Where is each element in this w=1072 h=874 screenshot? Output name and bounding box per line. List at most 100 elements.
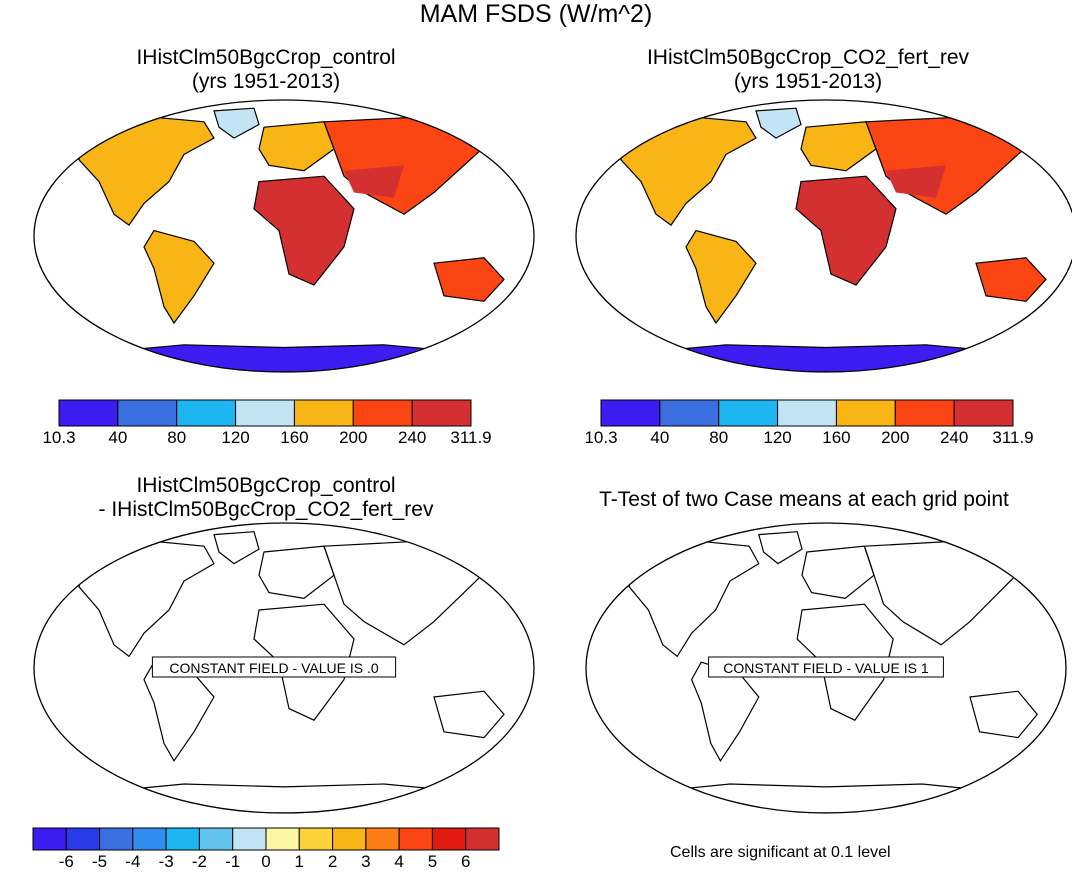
- panel-1-title: IHistClm50BgcCrop_control (yrs 1951-2013…: [36, 46, 496, 94]
- continent-antarctica: [91, 344, 477, 372]
- continent-europe: [800, 121, 877, 172]
- colorbar-tick-label: -6: [58, 852, 74, 871]
- continent-australia: [969, 690, 1038, 739]
- colorbar-tick-label: -1: [225, 852, 241, 871]
- colorbar-swatch: [659, 399, 720, 427]
- colorbar-tick-label: 80: [167, 428, 187, 447]
- colorbar-swatch: [65, 827, 101, 851]
- colorbar-panel-1: [58, 399, 472, 427]
- colorbar-swatch: [117, 399, 178, 427]
- colorbar-tick-label: 40: [650, 428, 670, 447]
- continent-greenland: [758, 531, 803, 565]
- colorbar-tick-label: -5: [92, 852, 108, 871]
- colorbar-swatch: [411, 399, 472, 427]
- colorbar-panel-1-labels: 10.3 40 80 120 160 200 240 311.9: [42, 428, 491, 450]
- colorbar-tick-label: 200: [339, 428, 368, 447]
- colorbar-tick-label: 0: [261, 852, 271, 871]
- colorbar-tick-label: 200: [881, 428, 910, 447]
- colorbar-tick-label: 1: [294, 852, 305, 871]
- warm-zone: [811, 187, 886, 236]
- constant-field-box: [151, 656, 397, 678]
- colorbar-swatch: [465, 827, 500, 851]
- continent-asia: [865, 115, 1038, 215]
- continent-northAmerica: [628, 539, 760, 658]
- colorbar-panel-2: [600, 399, 1014, 427]
- colorbar-tick-label: 10.3: [584, 428, 618, 447]
- constant-field-label: CONSTANT FIELD - VALUE IS .0: [169, 660, 378, 676]
- continent-asia: [863, 539, 1029, 646]
- panel-1-title-line2: (yrs 1951-2013): [191, 70, 341, 93]
- continent-antarctica: [91, 783, 477, 813]
- continent-southAmerica: [143, 661, 215, 762]
- panel-4-title-line1: T-Test of two Case means at each grid po…: [599, 488, 1009, 511]
- colorbar-swatch: [894, 399, 955, 427]
- colorbar-swatch: [165, 827, 200, 851]
- colorbar-tick-label: 6: [460, 852, 471, 871]
- colorbar-tick-label: 311.9: [450, 428, 492, 447]
- continent-southAmerica: [690, 661, 760, 762]
- continent-greenland: [213, 531, 260, 565]
- colorbar-swatch: [298, 827, 334, 851]
- continent-australia: [975, 257, 1047, 302]
- colorbar-difference-labels: -6 -5 -4 -3 -2 -1 0 1 2 3 4 5 6: [32, 852, 500, 874]
- continent-antarctica: [633, 344, 1019, 372]
- colorbar-tick-label: 120: [221, 428, 250, 447]
- panel-2-title: IHistClm50BgcCrop_CO2_fert_rev (yrs 1951…: [578, 46, 1038, 94]
- constant-field-label: CONSTANT FIELD - VALUE IS 1: [723, 660, 929, 676]
- continent-australia: [433, 690, 505, 739]
- figure-title: MAM FSDS (W/m^2): [419, 0, 653, 28]
- continent-asia: [323, 539, 496, 646]
- map-border: [575, 99, 1072, 373]
- colorbar-panel-2-labels: 10.3 40 80 120 160 200 240 311.9: [584, 428, 1033, 450]
- map-panel-4: CONSTANT FIELD - VALUE IS 1: [585, 522, 1067, 814]
- colorbar-difference: [32, 827, 500, 851]
- panel-2-title-line2: (yrs 1951-2013): [733, 70, 883, 93]
- continent-southAmerica: [143, 229, 215, 325]
- continent-africa: [253, 603, 355, 721]
- colorbar-swatch: [777, 399, 837, 427]
- panel-3-title-line1: IHistClm50BgcCrop_control: [136, 474, 396, 497]
- colorbar-tick-label: -2: [191, 852, 207, 871]
- continent-northAmerica: [78, 539, 215, 658]
- colorbar-tick-label: 2: [327, 852, 338, 871]
- continent-southAmerica: [685, 229, 757, 325]
- colorbar-tick-label: 160: [822, 428, 851, 447]
- colorbar-tick-label: 10.3: [42, 428, 76, 447]
- colorbar-swatch: [718, 399, 779, 427]
- colorbar-swatch: [265, 827, 300, 851]
- colorbar-swatch: [132, 827, 167, 851]
- panel-1-title-line1: IHistClm50BgcCrop_control: [136, 46, 396, 69]
- map-panel-1: [33, 99, 535, 373]
- constant-field-box: [708, 656, 944, 678]
- colorbar-tick-label: 40: [108, 428, 128, 447]
- colorbar-swatch: [235, 399, 295, 427]
- map-panel-2: [575, 99, 1072, 373]
- colorbar-tick-label: 311.9: [992, 428, 1034, 447]
- continent-africa: [796, 603, 894, 721]
- colorbar-swatch: [58, 399, 119, 427]
- colorbar-tick-label: 240: [939, 428, 969, 447]
- warm-zone: [269, 187, 344, 236]
- continent-northAmerica: [620, 115, 757, 226]
- continent-europe: [258, 545, 335, 600]
- colorbar-swatch: [332, 827, 367, 851]
- colorbar-swatch: [293, 399, 354, 427]
- colorbar-tick-label: 120: [763, 428, 792, 447]
- colorbar-swatch: [835, 399, 896, 427]
- warm-zone: [344, 165, 404, 198]
- panel-2-title-line1: IHistClm50BgcCrop_CO2_fert_rev: [646, 46, 970, 69]
- colorbar-swatch: [176, 399, 237, 427]
- map-panel-3: CONSTANT FIELD - VALUE IS .0: [33, 522, 535, 814]
- colorbar-tick-label: 240: [397, 428, 427, 447]
- continent-antarctica: [641, 783, 1011, 813]
- map-border: [33, 99, 535, 373]
- continent-europe: [258, 121, 335, 172]
- colorbar-tick-label: 160: [280, 428, 309, 447]
- colorbar-swatch: [398, 827, 433, 851]
- colorbar-tick-label: -3: [158, 852, 174, 871]
- colorbar-tick-label: 5: [427, 852, 438, 871]
- continent-greenland: [213, 107, 260, 139]
- colorbar-tick-label: -4: [125, 852, 141, 871]
- colorbar-tick-label: 80: [709, 428, 729, 447]
- colorbar-swatch: [600, 399, 661, 427]
